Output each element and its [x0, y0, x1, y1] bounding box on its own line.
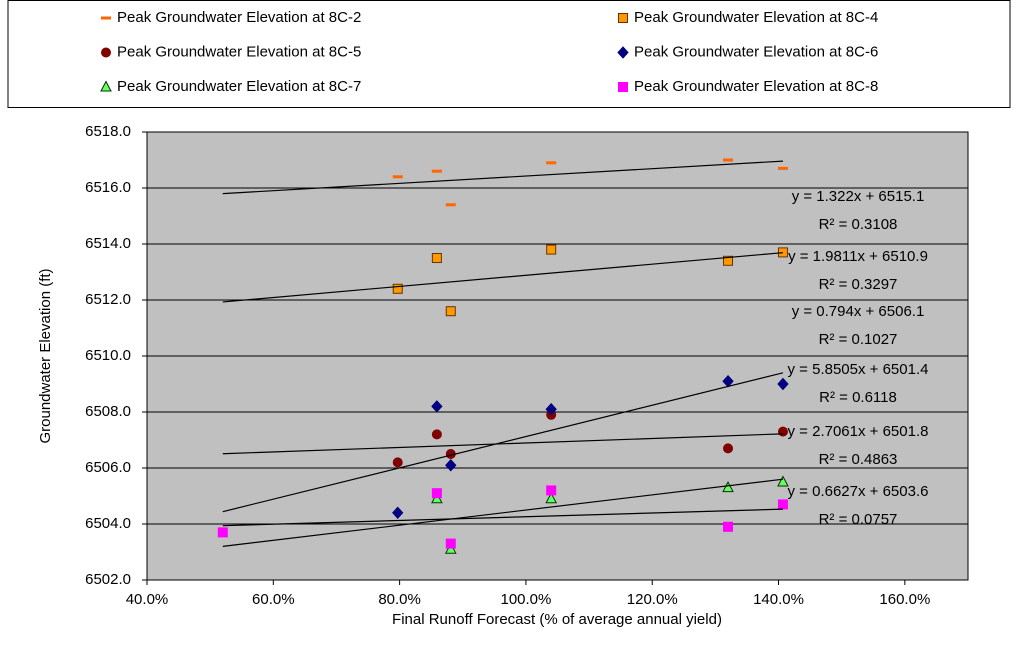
trendline	[222, 433, 783, 455]
data-point	[722, 481, 734, 493]
trend-equation: y = 2.7061x + 6501.8	[788, 423, 929, 440]
data-point	[777, 475, 789, 487]
data-point	[431, 253, 442, 263]
data-point	[723, 255, 734, 266]
trend-equation: y = 1.322x + 6515.1	[792, 188, 925, 205]
data-point	[777, 499, 788, 510]
x-tick-label: 40.0%	[126, 591, 169, 608]
trendline	[222, 372, 784, 513]
data-point	[777, 247, 788, 258]
trendline	[222, 508, 783, 527]
x-axis-label: Final Runoff Forecast (% of average annu…	[392, 611, 722, 628]
y-tick-label: 6508.0	[85, 403, 131, 420]
x-tick-label: 60.0%	[252, 591, 295, 608]
trend-r-squared: R² = 0.0757	[819, 511, 898, 528]
data-point	[777, 426, 788, 437]
data-point	[392, 175, 403, 179]
legend-marker	[100, 80, 112, 92]
data-point	[431, 400, 443, 413]
data-point	[777, 377, 789, 391]
trend-equation: y = 1.9811x + 6510.9	[788, 248, 928, 265]
trend-r-squared: R² = 0.6118	[819, 389, 897, 406]
trendline	[222, 252, 784, 303]
y-tick-label: 6502.0	[85, 571, 131, 588]
trend-equation: y = 0.6627x + 6503.6	[788, 483, 929, 500]
trend-r-squared: R² = 0.3297	[819, 276, 898, 293]
y-tick-label: 6512.0	[85, 291, 131, 308]
data-point	[546, 161, 557, 165]
y-axis-label: Groundwater Elevation (ft)	[37, 268, 54, 443]
data-point	[392, 506, 404, 520]
trend-r-squared: R² = 0.3108	[819, 216, 898, 233]
data-point	[546, 485, 557, 496]
trendline	[222, 478, 784, 547]
legend-label: Peak Groundwater Elevation at 8C-2	[117, 9, 361, 26]
trend-equation: y = 0.794x + 6506.1	[792, 303, 925, 320]
data-point	[723, 521, 734, 532]
legend-marker	[101, 16, 111, 20]
trendline	[222, 160, 783, 195]
x-tick-label: 100.0%	[500, 591, 551, 608]
legend-label: Peak Groundwater Elevation at 8C-6	[634, 43, 878, 60]
legend-marker	[617, 46, 629, 59]
x-tick-label: 160.0%	[879, 591, 930, 608]
data-point	[217, 527, 228, 538]
data-point	[445, 306, 456, 317]
data-point	[392, 457, 403, 468]
data-point	[545, 402, 557, 416]
y-tick-label: 6518.0	[85, 123, 131, 140]
data-point	[445, 458, 457, 472]
trend-r-squared: R² = 0.4863	[819, 451, 898, 468]
legend-label: Peak Groundwater Elevation at 8C-8	[634, 78, 878, 95]
data-point	[723, 158, 734, 162]
y-tick-label: 6504.0	[85, 515, 131, 532]
y-tick-label: 6510.0	[85, 347, 131, 364]
data-point	[777, 166, 788, 170]
legend-label: Peak Groundwater Elevation at 8C-5	[117, 43, 361, 60]
trend-r-squared: R² = 0.1027	[819, 331, 898, 348]
data-point	[431, 429, 442, 440]
data-point	[723, 443, 734, 454]
data-point	[545, 492, 558, 504]
legend-marker	[101, 47, 111, 58]
legend-label: Peak Groundwater Elevation at 8C-4	[634, 9, 878, 26]
trend-equation: y = 5.8505x + 6501.4	[788, 361, 929, 378]
x-tick-label: 80.0%	[378, 591, 421, 608]
y-tick-label: 6506.0	[85, 459, 131, 476]
data-point	[431, 169, 442, 173]
data-point	[445, 203, 456, 207]
legend-marker	[618, 82, 628, 92]
data-point	[445, 538, 456, 549]
legend-marker	[618, 13, 628, 23]
y-tick-label: 6516.0	[85, 179, 131, 196]
legend-label: Peak Groundwater Elevation at 8C-7	[117, 78, 361, 95]
data-point	[546, 244, 557, 255]
x-tick-label: 120.0%	[627, 591, 678, 608]
legend-box	[7, 0, 1011, 108]
y-tick-label: 6514.0	[85, 235, 131, 252]
data-point	[431, 488, 442, 499]
x-tick-label: 140.0%	[753, 591, 804, 608]
data-point	[392, 283, 403, 294]
